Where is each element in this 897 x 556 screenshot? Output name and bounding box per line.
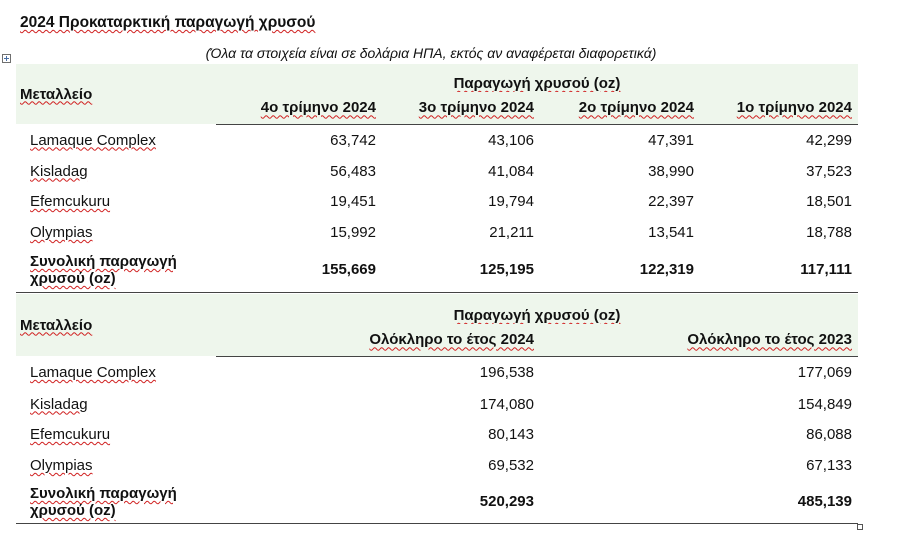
quarterly-production-table: Μεταλλείο Παραγωγή χρυσού (oz) 4ο τρίμην…: [16, 64, 858, 293]
cell-value: 18,501: [806, 193, 852, 210]
mine-name: Olympias: [30, 224, 93, 241]
mine-name: Lamaque Complex: [30, 364, 156, 381]
total-value: 155,669: [216, 248, 382, 293]
table-row: Olympias 69,532 67,133: [16, 450, 858, 481]
column-header-q3: 3ο τρίμηνο 2024: [382, 92, 540, 125]
cell-value: 196,538: [479, 364, 534, 382]
column-header-q2: 2ο τρίμηνο 2024: [540, 92, 700, 125]
cell-value: 80,143: [488, 426, 534, 443]
cell-value: 13,541: [648, 224, 694, 241]
cell-value: 69,532: [488, 457, 534, 474]
document-subtitle: (Όλα τα στοιχεία είναι σε δολάρια ΗΠΑ, ε…: [205, 45, 657, 61]
cell-value: 56,483: [330, 162, 376, 180]
mine-name: Olympias: [30, 457, 93, 474]
table-row: Lamaque Complex 196,538 177,069: [16, 356, 858, 389]
document-title: 2024 Προκαταρκτική παραγωγή χρυσού: [20, 14, 316, 31]
column-header-q1: 1ο τρίμηνο 2024: [700, 92, 858, 125]
table-row: Efemcukuru 19,451 19,794 22,397 18,501: [16, 186, 858, 217]
total-value: 122,319: [540, 248, 700, 293]
quarterly-subheader-row: 4ο τρίμηνο 2024 3ο τρίμηνο 2024 2ο τρίμη…: [16, 92, 858, 125]
cell-value: 19,451: [330, 193, 376, 210]
table-row: Kisladag 174,080 154,849: [16, 389, 858, 419]
table-resize-handle-icon[interactable]: [857, 524, 863, 530]
column-header-q4: 4ο τρίμηνο 2024: [216, 92, 382, 125]
cell-value: 21,211: [489, 224, 534, 241]
mine-name: Kisladag: [30, 395, 88, 413]
mine-name: Efemcukuru: [30, 193, 111, 210]
total-label: Συνολική παραγωγή χρυσού (oz): [16, 248, 216, 293]
cell-value: 15,992: [330, 224, 376, 241]
mine-name: Kisladag: [30, 162, 88, 180]
total-label: Συνολική παραγωγή χρυσού (oz): [16, 481, 216, 524]
cell-value: 43,106: [488, 131, 534, 149]
cell-value: 86,088: [806, 426, 852, 443]
cell-value: 22,397: [648, 193, 694, 210]
cell-value: 42,299: [806, 131, 852, 149]
total-value: 117,111: [700, 248, 858, 293]
annual-production-table: Μεταλλείο Παραγωγή χρυσού (oz) Ολόκληρο …: [16, 294, 858, 524]
mine-name: Lamaque Complex: [30, 131, 156, 149]
quarterly-header-row: Μεταλλείο Παραγωγή χρυσού (oz): [16, 64, 858, 103]
table-row: Lamaque Complex 63,742 43,106 47,391 42,…: [16, 124, 858, 156]
column-header-fy2024: Ολόκληρο το έτος 2024: [216, 324, 540, 357]
cell-value: 37,523: [806, 162, 852, 180]
cell-value: 19,794: [488, 193, 534, 210]
total-row: Συνολική παραγωγή χρυσού (oz) 155,669 12…: [16, 248, 858, 293]
total-value: 485,139: [540, 481, 858, 524]
total-value: 520,293: [216, 481, 540, 524]
gold-production-group-header: Παραγωγή χρυσού (oz): [453, 307, 621, 324]
table-move-handle-icon[interactable]: [2, 54, 11, 63]
table-row: Efemcukuru 80,143 86,088: [16, 419, 858, 450]
cell-value: 63,742: [330, 131, 376, 149]
cell-value: 41,084: [488, 162, 534, 180]
cell-value: 67,133: [806, 457, 852, 474]
column-header-fy2023: Ολόκληρο το έτος 2023: [540, 324, 858, 357]
table-row: Kisladag 56,483 41,084 38,990 37,523: [16, 156, 858, 186]
table-row: Olympias 15,992 21,211 13,541 18,788: [16, 217, 858, 248]
mine-column-header: Μεταλλείο: [20, 316, 93, 334]
cell-value: 154,849: [797, 395, 852, 413]
annual-header-row: Μεταλλείο Παραγωγή χρυσού (oz): [16, 294, 858, 334]
gold-production-group-header: Παραγωγή χρυσού (oz): [453, 75, 621, 92]
mine-column-header: Μεταλλείο: [20, 85, 93, 103]
total-value: 125,195: [382, 248, 540, 293]
cell-value: 18,788: [806, 224, 852, 241]
cell-value: 38,990: [648, 162, 694, 180]
cell-value: 177,069: [797, 364, 852, 382]
cell-value: 174,080: [479, 395, 534, 413]
cell-value: 47,391: [648, 131, 694, 149]
total-row: Συνολική παραγωγή χρυσού (oz) 520,293 48…: [16, 481, 858, 524]
mine-name: Efemcukuru: [30, 426, 111, 443]
